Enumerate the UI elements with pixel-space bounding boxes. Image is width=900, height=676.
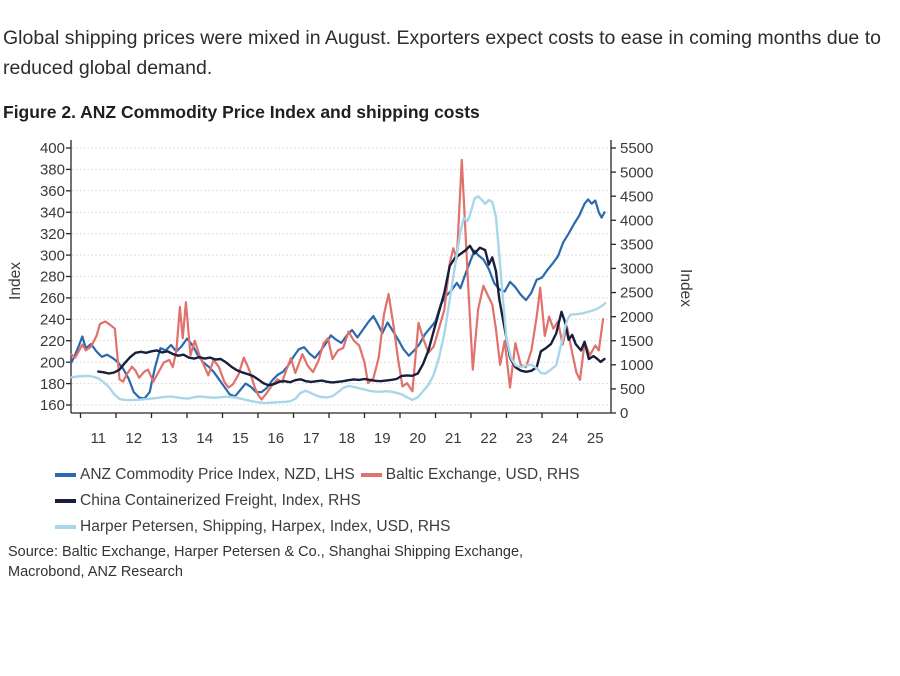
x-axis-tick-label: 22 — [480, 430, 497, 447]
legend-swatch-baltic — [360, 473, 382, 477]
y-axis-right-tick-label: 4000 — [620, 212, 653, 229]
x-axis-tick-label: 17 — [303, 430, 320, 447]
y-axis-left-tick-label: 360 — [40, 183, 65, 200]
y-axis-right-title: Index — [677, 269, 694, 307]
y-axis-left-tick-label: 220 — [40, 333, 65, 350]
y-axis-right-tick-label: 1500 — [620, 333, 653, 350]
legend-label-anz: ANZ Commodity Price Index, NZD, LHS — [80, 466, 355, 483]
legend-row: China Containerized Freight, Index, RHS — [55, 488, 586, 514]
y-axis-left-tick-label: 400 — [40, 140, 65, 157]
legend-item-baltic: Baltic Exchange, USD, RHS — [360, 466, 580, 484]
y-axis-left-tick-label: 160 — [40, 397, 65, 414]
y-axis-left-title: Index — [7, 262, 24, 300]
legend-item-harpex: Harper Petersen, Shipping, Harpex, Index… — [55, 518, 450, 536]
intro-text: Global shipping prices were mixed in Aug… — [3, 27, 881, 79]
series-line-3 — [70, 195, 607, 405]
legend-swatch-ccfi — [55, 499, 76, 503]
x-axis-tick-label: 21 — [445, 430, 462, 447]
y-axis-left-tick-label: 300 — [40, 247, 65, 264]
y-axis-left-tick-label: 240 — [40, 312, 65, 329]
y-axis-right-tick-label: 5000 — [620, 164, 653, 181]
y-axis-right-tick-label: 2500 — [620, 285, 653, 302]
legend-row: Harper Petersen, Shipping, Harpex, Index… — [55, 514, 586, 540]
series-line-2 — [97, 244, 606, 387]
y-axis-left-tick-label: 320 — [40, 226, 65, 243]
legend-label-ccfi: China Containerized Freight, Index, RHS — [80, 492, 361, 509]
y-axis-right-tick-label: 1000 — [620, 357, 653, 374]
y-axis-right-tick-label: 2000 — [620, 309, 653, 326]
legend-label-baltic: Baltic Exchange, USD, RHS — [385, 466, 580, 483]
legend-item-ccfi: China Containerized Freight, Index, RHS — [55, 492, 361, 510]
legend-label-harpex: Harper Petersen, Shipping, Harpex, Index… — [80, 518, 451, 535]
y-axis-right-tick-label: 4500 — [620, 188, 653, 205]
x-axis-tick-label: 20 — [409, 430, 426, 447]
y-axis-right-tick-label: 0 — [620, 405, 628, 422]
x-axis-tick-label: 12 — [125, 430, 142, 447]
x-axis-tick-label: 24 — [551, 430, 568, 447]
legend-swatch-harpex — [55, 525, 76, 529]
legend-swatch-anz — [55, 473, 76, 477]
y-axis-left-tick-label: 280 — [40, 269, 65, 286]
x-axis-tick-label: 19 — [374, 430, 391, 447]
y-axis-left-tick-label: 180 — [40, 376, 65, 393]
y-axis-left-tick-label: 200 — [40, 354, 65, 371]
series-line-0 — [70, 198, 606, 400]
legend: ANZ Commodity Price Index, NZD, LHS Balt… — [55, 462, 586, 540]
y-axis-right-tick-label: 3000 — [620, 261, 653, 278]
y-axis-left-tick-label: 380 — [40, 162, 65, 179]
x-axis-tick-label: 11 — [90, 430, 106, 447]
x-axis-tick-label: 25 — [587, 430, 604, 447]
x-axis-tick-label: 13 — [161, 430, 178, 447]
series-line-1 — [70, 158, 605, 401]
x-axis-tick-label: 18 — [338, 430, 355, 447]
legend-item-anz: ANZ Commodity Price Index, NZD, LHS — [55, 466, 355, 484]
legend-row: ANZ Commodity Price Index, NZD, LHS Balt… — [55, 462, 586, 488]
y-axis-right-tick-label: 3500 — [620, 237, 653, 254]
x-axis-tick-label: 15 — [232, 430, 249, 447]
x-axis-tick-label: 14 — [196, 430, 213, 447]
figure-title: Figure 2. ANZ Commodity Price Index and … — [3, 102, 480, 122]
chart: 1601802002202402602803003203403603804000… — [7, 140, 694, 447]
y-axis-right-tick-label: 5500 — [620, 140, 653, 157]
y-axis-right-tick-label: 500 — [620, 381, 645, 398]
y-axis-left-tick-label: 260 — [40, 290, 65, 307]
y-axis-left-tick-label: 340 — [40, 204, 65, 221]
source-text: Source: Baltic Exchange, Harper Petersen… — [8, 544, 524, 580]
x-axis-tick-label: 23 — [516, 430, 533, 447]
x-axis-tick-label: 16 — [267, 430, 284, 447]
